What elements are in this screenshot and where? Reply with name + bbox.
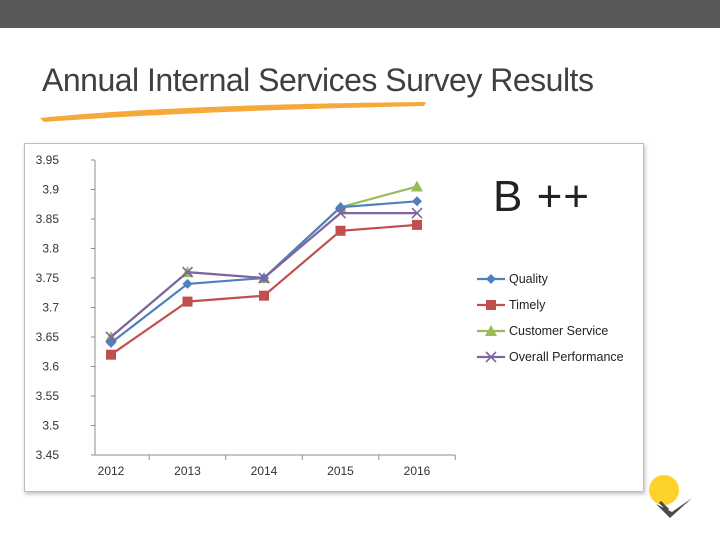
point-timely [182,296,193,307]
y-tick-label: 3.95 [36,153,60,167]
x-tick-label: 2015 [327,464,354,478]
point-overall-performance-stroke-b [411,207,423,219]
point-timely [335,225,346,236]
legend-marker-overall-performance [485,351,497,363]
point-overall-performance [334,207,347,219]
y-tick-label: 3.5 [42,419,59,433]
x-tick-label: 2013 [174,464,201,478]
chart-frame: 3.95 3.9 3.85 3.8 3.75 3.7 3.65 3.6 3.55 3.5 3.45 2… [24,143,644,492]
x-tick-label: 2016 [404,464,431,478]
series-line-timely [110,223,418,356]
title-underline [40,102,426,122]
y-tick-label: 3.65 [36,330,60,344]
legend-marker-quality [486,274,496,284]
point-overall-performance-stroke-b [181,266,194,278]
point-overall-performance [181,266,194,278]
point-overall-performance [258,272,270,284]
point-overall-performance-stroke-b [105,331,117,343]
point-overall-performance [105,331,117,343]
legend-marker-timely [486,300,496,310]
y-tick-label: 3.7 [42,301,59,315]
grade-text: B ++ [493,172,590,221]
slide-title: Annual Internal Services Survey Results [42,62,594,98]
top-bar [0,0,720,28]
y-tick-label: 3.9 [42,183,59,197]
point-overall-performance [411,207,423,219]
y-tick-label: 3.8 [42,242,59,256]
legend-marker-customer-service [485,325,497,336]
legend-marker-overall-performance-stroke-b [485,351,497,363]
legend-label-customer-service: Customer Service [509,324,608,338]
y-tick-label: 3.75 [36,271,60,285]
sun-logo-icon [649,475,692,518]
legend-label-quality: Quality [509,272,549,286]
point-timely [259,290,269,301]
line-chart: 3.95 3.9 3.85 3.8 3.75 3.7 3.65 3.6 3.55 3.5 3.45 2… [36,153,624,478]
y-tick-label: 3.6 [42,360,59,374]
x-tick-label: 2014 [251,464,278,478]
y-tick-label: 3.45 [36,448,60,462]
point-overall-performance-stroke-b [258,272,270,284]
point-quality [182,278,193,289]
y-tick-label: 3.85 [36,212,60,226]
legend-label-timely: Timely [509,298,546,312]
point-quality [412,196,422,207]
legend-label-overall-performance: Overall Performance [509,350,624,364]
point-timely [106,349,116,360]
point-overall-performance-stroke-b [334,207,347,219]
y-tick-label: 3.55 [36,389,60,403]
x-tick-label: 2012 [98,464,125,478]
point-customer-service [411,180,423,192]
series-line-customer-service [110,185,418,338]
point-timely [412,219,422,230]
